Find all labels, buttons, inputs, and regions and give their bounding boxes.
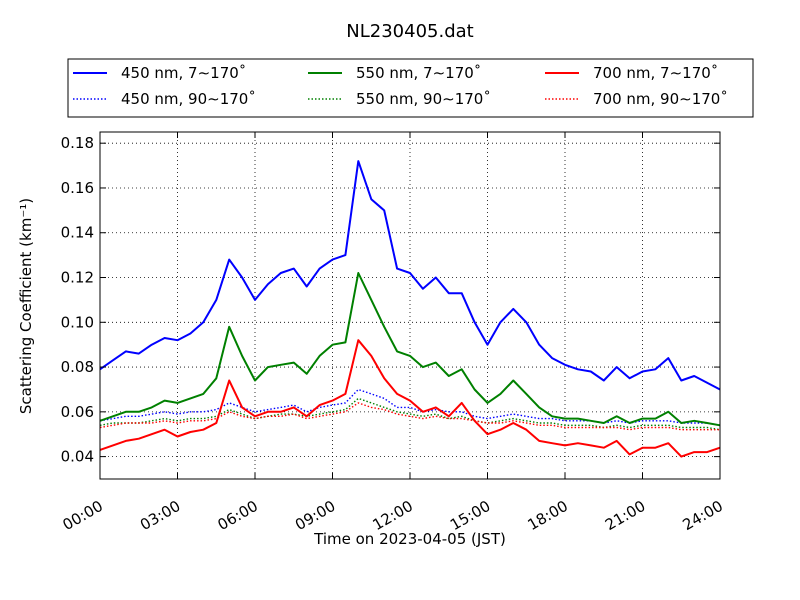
y-axis-label: Scattering Coefficient (km⁻¹) — [17, 198, 35, 414]
y-tick-label: 0.18 — [61, 134, 94, 152]
series-line-450-dotted — [99, 388, 721, 426]
legend-label: 700 nm, 90∼170˚ — [593, 90, 728, 108]
y-tick-label: 0.12 — [61, 269, 94, 287]
x-tick-label: 18:00 — [525, 497, 571, 534]
x-tick-label: 09:00 — [292, 497, 338, 534]
legend-label: 550 nm, 7∼170˚ — [356, 64, 481, 82]
x-tick-label: 06:00 — [215, 497, 261, 534]
legend-label: 450 nm, 90∼170˚ — [121, 90, 256, 108]
y-tick-label: 0.16 — [61, 179, 94, 197]
x-tick-label: 12:00 — [370, 497, 416, 534]
y-tick-label: 0.14 — [61, 224, 94, 242]
series-line-700-solid — [99, 339, 721, 458]
y-tick-label: 0.06 — [61, 403, 94, 421]
chart-title: NL230405.dat — [346, 21, 473, 42]
series-line-550-solid — [99, 272, 721, 427]
x-tick-label: 03:00 — [137, 497, 183, 534]
legend-label: 450 nm, 7∼170˚ — [121, 64, 246, 82]
y-tick-label: 0.04 — [61, 448, 94, 466]
x-tick-label: 15:00 — [447, 497, 493, 534]
legend: 450 nm, 7∼170˚ 550 nm, 7∼170˚ 700 nm, 7∼17… — [67, 58, 754, 118]
series-line-700-dotted — [99, 402, 720, 431]
legend-label: 700 nm, 7∼170˚ — [593, 64, 718, 82]
x-tick-label: 21:00 — [602, 497, 648, 534]
y-tick-label: 0.10 — [61, 313, 94, 331]
y-axis-ticks: 0.04 0.06 0.08 0.10 0.12 0.14 0.16 0.18 — [61, 134, 720, 466]
legend-label: 550 nm, 90∼170˚ — [356, 90, 491, 108]
y-tick-label: 0.08 — [61, 358, 94, 376]
x-tick-label: 00:00 — [60, 497, 106, 534]
x-tick-label: 24:00 — [680, 497, 726, 534]
plot-lines — [99, 160, 721, 458]
legend-box — [67, 58, 754, 118]
series-line-550-dotted — [99, 397, 721, 431]
x-axis-ticks: 00:00 03:00 06:00 09:00 12:00 15:00 18:00 21:00… — [60, 132, 726, 534]
x-axis-label: Time on 2023-04-05 (JST) — [313, 530, 506, 548]
series-line-450-solid — [99, 160, 721, 391]
